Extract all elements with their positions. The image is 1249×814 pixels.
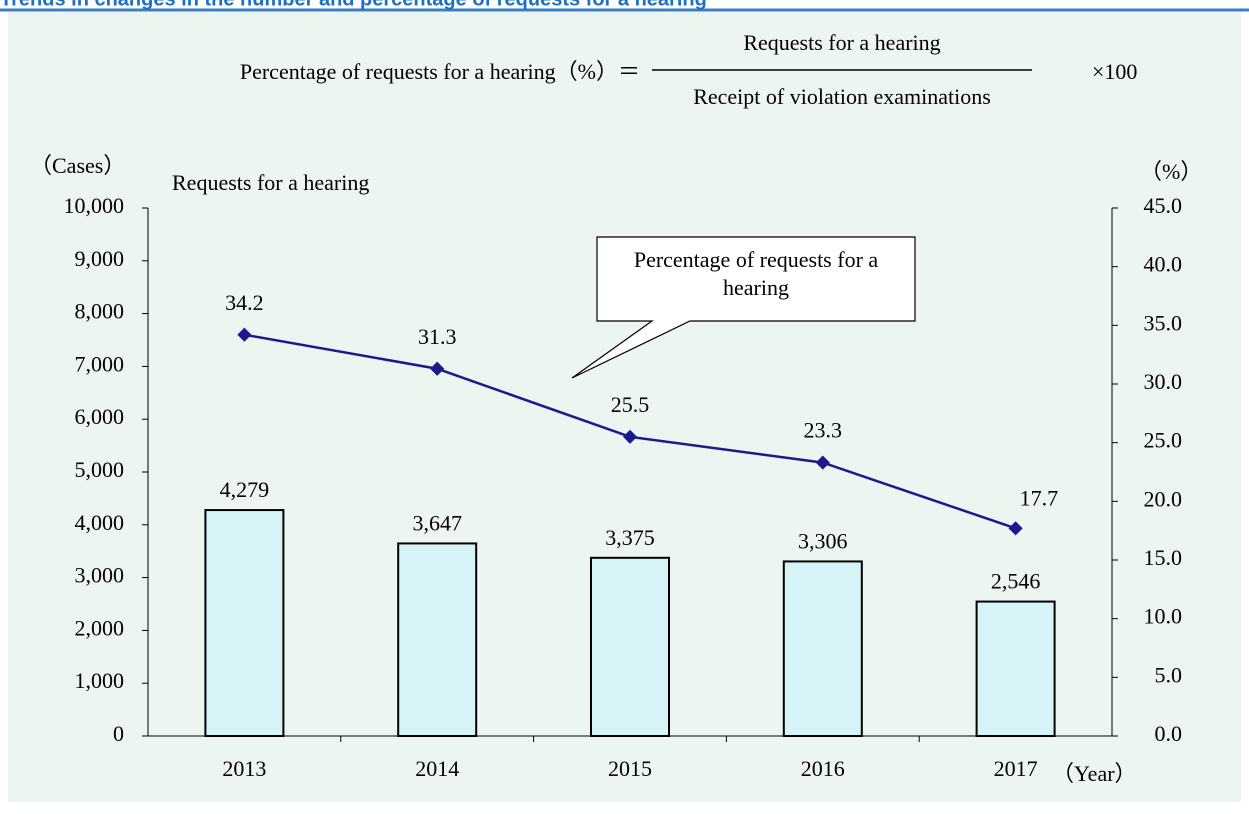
bar-value-label: 3,647 <box>412 510 462 535</box>
line-value-label: 23.3 <box>804 418 843 443</box>
y-axis-label: （Cases） <box>30 153 125 178</box>
line-marker <box>1008 521 1023 536</box>
y2-tick-label: 0.0 <box>1155 721 1183 746</box>
y2-tick-label: 45.0 <box>1144 193 1183 218</box>
line-value-label: 25.5 <box>611 392 650 417</box>
y2-tick-label: 10.0 <box>1144 604 1183 629</box>
chart-title: Trends in changes in the number and perc… <box>0 0 707 10</box>
y-tick-label: 6,000 <box>75 404 125 429</box>
formula-denominator: Receipt of violation examinations <box>693 84 991 109</box>
line-marker <box>815 455 830 470</box>
y-tick-label: 3,000 <box>75 563 125 588</box>
bar-value-label: 2,546 <box>991 569 1041 594</box>
y2-tick-label: 25.0 <box>1144 428 1183 453</box>
line-marker <box>622 429 638 444</box>
formula-numerator: Requests for a hearing <box>743 30 940 55</box>
x-axis-label: （Year） <box>1052 761 1137 786</box>
y-tick-label: 10,000 <box>64 193 125 218</box>
bar <box>397 542 478 738</box>
bar <box>782 560 863 737</box>
line-series-callout: Percentage of requests for a hearing <box>633 247 879 300</box>
x-tick-label: 2015 <box>608 756 652 781</box>
y2-tick-label: 15.0 <box>1144 545 1183 570</box>
x-tick-label: 2016 <box>801 756 845 781</box>
line-marker <box>430 361 445 376</box>
y-tick-label: 7,000 <box>75 351 125 376</box>
formula-right: ×100 <box>1092 59 1137 84</box>
x-tick-label: 2017 <box>994 756 1038 781</box>
bar <box>590 556 670 737</box>
bar-series-label: Requests for a hearing <box>172 170 369 195</box>
y2-axis-label: （%） <box>1140 159 1202 184</box>
y-tick-label: 1,000 <box>75 668 125 693</box>
y2-tick-label: 30.0 <box>1144 369 1183 394</box>
bar-value-label: 3,375 <box>605 525 655 550</box>
x-tick-label: 2013 <box>222 756 266 781</box>
y-tick-label: 4,000 <box>75 510 125 535</box>
bar <box>975 600 1056 738</box>
y2-tick-label: 35.0 <box>1144 310 1183 335</box>
bar <box>204 509 285 737</box>
y2-tick-label: 5.0 <box>1155 662 1183 687</box>
y-tick-label: 2,000 <box>75 615 125 640</box>
callout-box <box>571 236 916 379</box>
y2-tick-label: 40.0 <box>1144 252 1183 277</box>
line-value-label: 31.3 <box>418 324 457 349</box>
line-value-label: 34.2 <box>225 290 264 315</box>
y-tick-label: 8,000 <box>75 299 125 324</box>
y-tick-label: 0 <box>113 721 124 746</box>
bar-value-label: 4,279 <box>220 477 270 502</box>
bar-value-label: 3,306 <box>798 528 848 553</box>
formula-left: Percentage of requests for a hearing（%）＝ <box>240 59 640 84</box>
y-tick-label: 5,000 <box>75 457 125 482</box>
y2-tick-label: 20.0 <box>1144 486 1183 511</box>
line-marker <box>237 327 252 342</box>
x-tick-label: 2014 <box>415 756 459 781</box>
line-value-label: 17.7 <box>1020 485 1059 510</box>
y-tick-label: 9,000 <box>75 246 125 271</box>
